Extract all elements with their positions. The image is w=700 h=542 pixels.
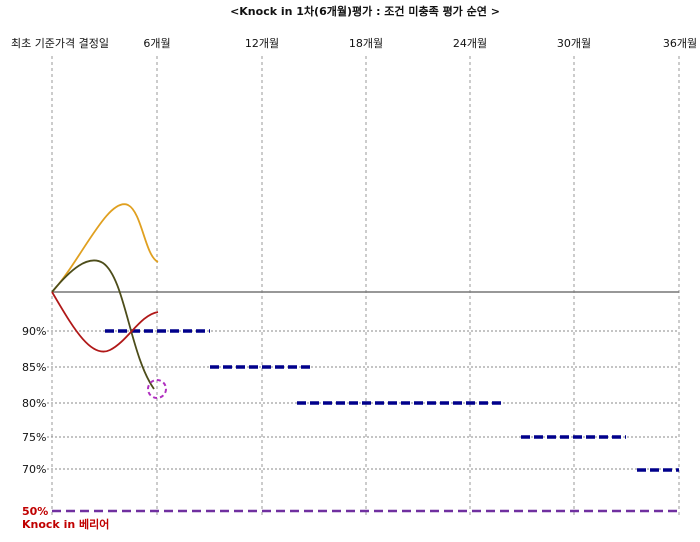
title: <Knock in 1차(6개월)평가 : 조건 미충족 평가 순연 > (230, 4, 500, 18)
column-header: 36개월 (663, 37, 697, 50)
path-olive (51, 259, 155, 390)
column-header: 18개월 (349, 37, 383, 50)
level-label: 90% (22, 325, 46, 338)
path-orange (51, 203, 159, 293)
column-header: 6개월 (143, 37, 170, 50)
column-header: 최초 기준가격 결정일 (11, 36, 109, 50)
barrier-level: 50% (22, 505, 48, 518)
barrier-label: Knock in 베리어 (22, 517, 109, 531)
level-label: 70% (22, 463, 46, 476)
level-label: 85% (22, 361, 46, 374)
vertical-grid (51, 56, 680, 515)
column-header: 30개월 (557, 37, 591, 50)
knock-in-marker (147, 379, 167, 399)
level-label: 80% (22, 397, 46, 410)
column-header: 12개월 (245, 37, 279, 50)
path-red (51, 291, 159, 353)
barrier-segments (105, 329, 679, 472)
level-lines (47, 330, 679, 470)
level-label: 75% (22, 431, 46, 444)
column-header: 24개월 (453, 37, 487, 50)
